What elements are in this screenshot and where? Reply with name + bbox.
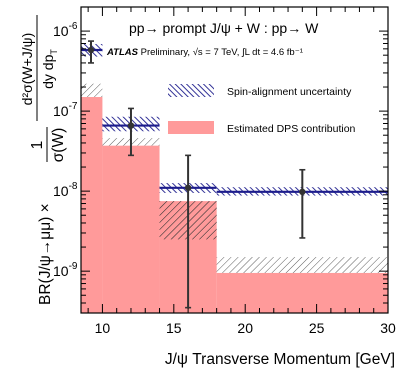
y-tick-label: 10-7 [53,101,78,119]
x-tick-label: 20 [237,320,253,336]
dps-bar [81,97,103,313]
y-axis-label-prefix: BR(J/ψ→μμ) × [37,203,54,305]
data-point [299,188,306,196]
y-frac2-den: dy dpT [40,49,59,89]
x-tick-label: 30 [380,320,396,336]
y-tick-label: 10-6 [53,21,78,39]
data-point [127,122,135,129]
subtitle-rest: Preliminary, √s = 7 TeV, ∫L dt = 4.6 fb⁻… [138,47,303,58]
data-point [87,46,95,54]
tick-layer: 10 15 20 25 30 10-9 10-8 10-7 10-6 [53,6,396,336]
y-tick-label: 10-8 [53,181,78,199]
legend-dps-label: Estimated DPS contribution [227,123,356,135]
x-tick-label: 10 [95,320,111,336]
x-tick-label: 15 [166,320,182,336]
y-frac2-den-sub: T [49,49,59,55]
legend: Spin-alignment uncertainty Estimated DPS… [168,84,356,135]
y-tick-label: 10-9 [53,261,78,279]
y-frac1-den: σ(W) [50,128,67,163]
legend-dps-swatch [168,121,214,134]
data-point [184,184,192,192]
y-frac1-num: 1 [29,141,46,150]
legend-spin-swatch [168,84,214,97]
dps-bar [102,145,160,313]
dps-uncertainty-band [216,257,388,273]
y-axis-label: BR(J/ψ→μμ) × 1 σ(W) d²σ(W+J/ψ) dy dpT [19,15,67,305]
dps-bar [216,272,388,313]
error-bar-layer [87,40,306,309]
legend-spin-label: Spin-alignment uncertainty [227,86,352,98]
dps-uncertainty-band [81,83,103,98]
chart-subtitle: ATLAS Preliminary, √s = 7 TeV, ∫L dt = 4… [106,47,303,58]
y-frac2-num: d²σ(W+J/ψ) [19,33,35,106]
x-axis-label: J/ψ Transverse Momentum [GeV] [165,351,395,368]
plot-frame [80,6,389,314]
atlas-label: ATLAS [106,47,139,58]
y-frac2-den-main: dy dp [40,54,56,88]
x-tick-label: 25 [309,320,325,336]
chart-title: pp→ prompt J/ψ + W : pp→ W [129,20,319,36]
